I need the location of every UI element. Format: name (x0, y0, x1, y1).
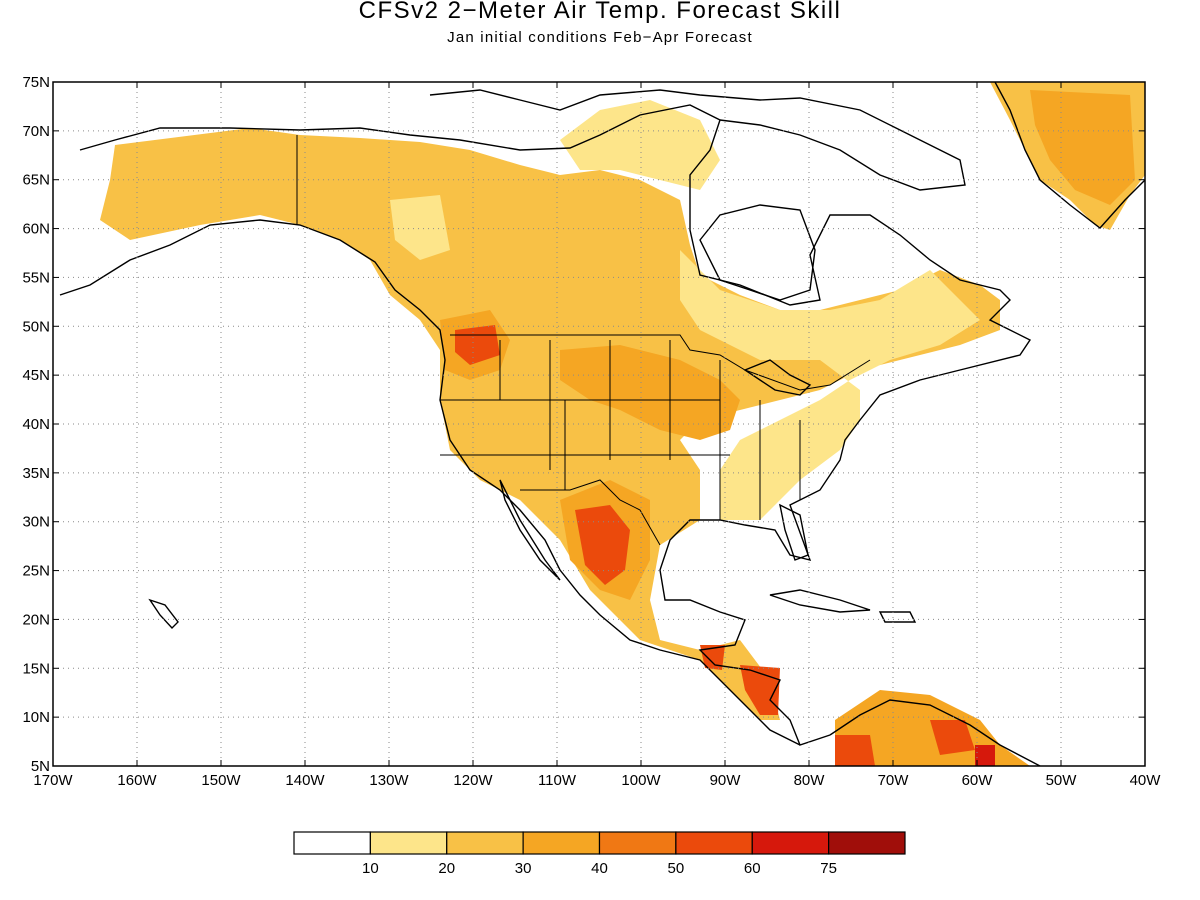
lat-label: 25N (22, 563, 50, 580)
lat-label: 40N (22, 416, 50, 433)
colorbar-label: 20 (438, 860, 455, 877)
colorbar-label: 10 (362, 860, 379, 877)
lon-label: 60W (962, 772, 994, 789)
lat-label: 45N (22, 367, 50, 384)
lon-label: 100W (621, 772, 661, 789)
lon-label: 50W (1046, 772, 1078, 789)
colorbar-label: 40 (591, 860, 608, 877)
colorbar-label: 60 (744, 860, 761, 877)
colorbar-swatch (598, 831, 677, 855)
colorbar-swatch (522, 831, 601, 855)
map-title: CFSv2 2−Meter Air Temp. Forecast Skill (358, 0, 842, 24)
colorbar-swatch (828, 831, 906, 855)
lon-label: 110W (538, 772, 577, 789)
coastline-cuba (769, 589, 871, 613)
coastline-layer (59, 82, 1145, 766)
colorbar-label: 30 (515, 860, 532, 877)
coastline-north-america (79, 104, 1032, 746)
colorbar-legend: 10 20 30 40 50 60 75 (293, 831, 906, 877)
skill-region-northern (560, 100, 720, 190)
lat-label: 20N (22, 611, 50, 628)
coastline-pacific (59, 219, 801, 746)
coastline-arctic-islands (429, 89, 966, 191)
coastline-florida (779, 503, 809, 561)
lat-label: 50N (22, 318, 50, 335)
lat-label: 35N (22, 465, 50, 482)
skill-region-venezuela (930, 720, 975, 755)
coastline-great-lakes (743, 359, 812, 396)
lon-label: 160W (117, 772, 157, 789)
lat-label: 75N (22, 74, 50, 91)
lon-label: 80W (794, 772, 826, 789)
skill-region-greenland-core (1030, 90, 1135, 205)
latitude-labels: 75N 70N 65N 60N 55N 50N 45N 40N 35N 30N 25N 20N 15N 1… (22, 74, 50, 775)
graticule (53, 82, 1145, 766)
colorbar-swatch (293, 831, 371, 855)
border-layer (296, 135, 871, 546)
lat-label: 5N (31, 758, 50, 775)
lat-label: 60N (22, 221, 50, 238)
coastline-hawaii (148, 598, 179, 630)
coastline-hudson-bay (699, 204, 816, 301)
coastline-baja (499, 479, 561, 581)
lat-label: 65N (22, 172, 50, 189)
border-us-mexico (520, 479, 661, 546)
border-us-states (440, 340, 801, 520)
lon-label: 170W (33, 772, 73, 789)
coastline-greenland (994, 82, 1145, 229)
colorbar-swatch (675, 831, 753, 855)
coastline-south-america (829, 699, 1041, 766)
lon-label: 130W (369, 772, 409, 789)
colorbar-swatch (751, 831, 830, 855)
skill-region-yukon (390, 195, 450, 260)
skill-region-colombia (835, 735, 875, 766)
lat-label: 15N (22, 660, 50, 677)
coastline-hispaniola (878, 611, 917, 623)
lon-label: 120W (453, 772, 493, 789)
lon-label: 150W (201, 772, 241, 789)
border-us-canada (450, 334, 871, 391)
skill-region-mexico-core (575, 505, 630, 585)
lat-label: 55N (22, 269, 50, 286)
skill-region-great-plains (560, 345, 740, 440)
lon-label: 90W (710, 772, 742, 789)
lon-label: 140W (285, 772, 325, 789)
skill-region-venezuela-coast (975, 745, 995, 766)
colorbar-label: 75 (820, 860, 837, 877)
skill-region-east (680, 250, 980, 520)
colorbar-swatch (446, 831, 524, 855)
longitude-labels: 170W 160W 150W 140W 130W 120W 110W 100W 90W 80W 70… (33, 772, 1161, 789)
lat-label: 10N (22, 709, 50, 726)
skill-region-central-america (740, 665, 780, 715)
lat-label: 70N (22, 123, 50, 140)
lon-label: 70W (878, 772, 910, 789)
lat-label: 30N (22, 514, 50, 531)
colorbar-label: 50 (668, 860, 685, 877)
lon-label: 40W (1130, 772, 1162, 789)
skill-region-guatemala (700, 645, 725, 670)
map-subtitle: Jan initial conditions Feb−Apr Forecast (447, 29, 753, 46)
colorbar-swatch (369, 831, 448, 855)
axis-ticks (52, 81, 1146, 767)
